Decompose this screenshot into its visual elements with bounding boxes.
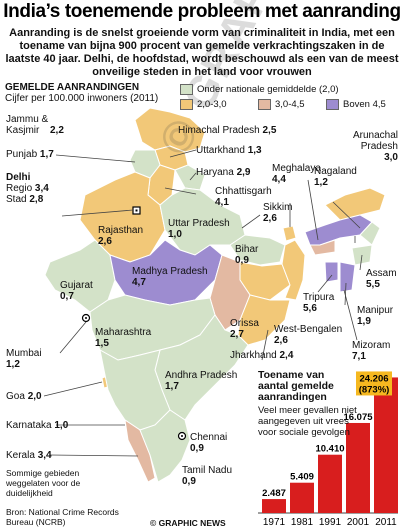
label-andhra-pradesh: Andhra Pradesh Andhra Pradesh 1,7: [165, 370, 238, 392]
label-orissa: Orissa 2,7: [230, 318, 259, 340]
label-nagaland: Nagaland 1,2: [314, 166, 357, 188]
legend-item-below-average: Onder nationale gemiddelde (2,0): [180, 84, 339, 95]
chart-x-tick-label: 1971: [263, 517, 286, 528]
chart-x-tick-labels: 1971 1981 1991 2001 2011: [263, 517, 397, 528]
chart-bar-labels: 2.487 5.409 10.410 16.075 24.206(873%): [262, 371, 392, 499]
region-meghalaya: [309, 239, 336, 256]
chart-data-label: 5.409: [290, 472, 314, 483]
chart-bar: [290, 482, 314, 513]
region-tripura: [324, 261, 339, 283]
chart-note: Veel meer gevallen niet aangegeven uit v…: [258, 405, 357, 438]
chart-highlight-label: (873%): [359, 384, 390, 395]
label-haryana: Haryana 2,9: [196, 167, 251, 178]
chart-title: Toename van aantal gemelde aanrandingen: [258, 369, 334, 403]
region-west-bengal: [281, 239, 306, 301]
chart-data-label: 10.410: [315, 444, 344, 455]
label-sikkim: Sikkim 2,6: [263, 202, 293, 224]
label-bihar: Bihar 0,9: [235, 244, 259, 266]
label-west-bengal: West-Bengalen 2,6: [274, 324, 343, 346]
label-uttarkhand: Uttarkhand 1,3: [196, 145, 262, 156]
chart-data-label: 16.075: [343, 412, 373, 423]
label-meghalaya: Meghalaya 4,4: [272, 163, 321, 185]
chart-x-tick-label: 1981: [291, 517, 314, 528]
page-title: India’s toenemende probleem met aanrandi…: [3, 1, 401, 22]
region-sikkim: [282, 225, 297, 242]
region-uttarakhand: [174, 164, 206, 191]
legend-label: 2,0-3,0: [197, 99, 227, 110]
legend-label: Boven 4,5: [343, 99, 386, 110]
region-jammu-kashmir: [134, 107, 206, 153]
label-madhya-pradesh: Madhya Pradesh 4,7: [132, 266, 208, 288]
chart-bars: [262, 377, 398, 513]
legend-label: Onder nationale gemiddelde (2,0): [197, 84, 339, 95]
label-jammu-kashmir: Jammu &: [6, 114, 49, 125]
region-tamil-nadu: [139, 409, 191, 483]
map-unit: Cijfer per 100.000 inwoners (2011): [5, 93, 159, 104]
label-arunachal: Arunachal Pradesh 3,0: [352, 130, 398, 163]
label-gujarat: Gujarat 0,7: [60, 280, 93, 302]
label-himachal: Himachal Pradesh 2,5: [178, 125, 277, 136]
chart-data-label: 2.487: [262, 488, 286, 499]
label-chennai: Chennai 0,9: [190, 432, 228, 454]
chart-bar: [318, 454, 342, 513]
label-karnataka: Karnataka 1,0: [6, 420, 69, 431]
jammu-kashmir-value: 2,2: [50, 125, 64, 136]
region-mizoram: [339, 261, 356, 293]
legend-item-2-3: 2,0-3,0: [180, 99, 227, 110]
label-chhattisgarh: Chhattisgarh 4,1: [215, 186, 272, 208]
legend-swatch: [180, 99, 193, 110]
region-bihar: [229, 234, 286, 266]
label-mumbai: Mumbai 1,2: [6, 348, 42, 370]
legend-swatch: [326, 99, 339, 110]
chart-x-tick-label: 2011: [375, 517, 397, 528]
chart-x-tick-label: 2001: [347, 517, 370, 528]
region-assam: [304, 214, 373, 246]
label-tripura: Tripura 5,6: [303, 292, 335, 314]
label-mizoram: Mizoram 7,1: [352, 340, 391, 362]
label-rajasthan: Rajasthan 2,6: [98, 225, 144, 247]
legend-item-3-45: 3,0-4,5: [258, 99, 305, 110]
chart-bar: [374, 377, 398, 513]
value-jammu-kashmir: Kasjmir: [6, 125, 40, 136]
label-uttar-pradesh: Uttar Pradesh 1,0: [168, 218, 230, 240]
label-punjab: Punjab 1,7: [6, 149, 54, 160]
credit: © GRAPHIC NEWS: [150, 518, 226, 528]
label-tamil-nadu: Tamil Nadu 0,9: [182, 465, 233, 487]
intro-text: Aanranding is de snelst groeiende vorm v…: [5, 27, 399, 78]
region-arunachal: [324, 187, 386, 221]
legend-item-above-45: Boven 4,5: [326, 99, 386, 110]
label-maharashtra: Maharashtra 1,5: [95, 327, 152, 349]
label-jharkhand: Jharkhand 2,4: [230, 350, 294, 361]
label-manipur: Manipur 1,9: [357, 305, 394, 327]
label-assam: Assam 5,5: [366, 268, 397, 290]
legend: Onder nationale gemiddelde (2,0) 2,0-3,0…: [180, 84, 400, 114]
map-heading: GEMELDE AANRANDINGEN: [5, 82, 140, 93]
chart-x-tick-label: 1991: [319, 517, 342, 528]
legend-swatch: [180, 84, 193, 95]
region-nagaland: [359, 221, 381, 246]
chart-data-label: 24.206: [359, 373, 388, 384]
source: Bron: National Crime Records Bureau (NCR…: [6, 507, 119, 527]
chart-bar: [346, 422, 370, 513]
chart-bar: [262, 499, 286, 513]
chart-highlight-box: [356, 371, 392, 396]
legend-label: 3,0-4,5: [275, 99, 305, 110]
label-kerala: Kerala 3,4: [6, 450, 52, 461]
legend-swatch: [258, 99, 271, 110]
label-delhi: Delhi Regio 3,4 Stad 2,8: [6, 172, 49, 205]
label-goa: Goa 2,0: [6, 391, 42, 402]
footnote: Sommige gebieden weggelaten voor de duid…: [6, 468, 81, 498]
